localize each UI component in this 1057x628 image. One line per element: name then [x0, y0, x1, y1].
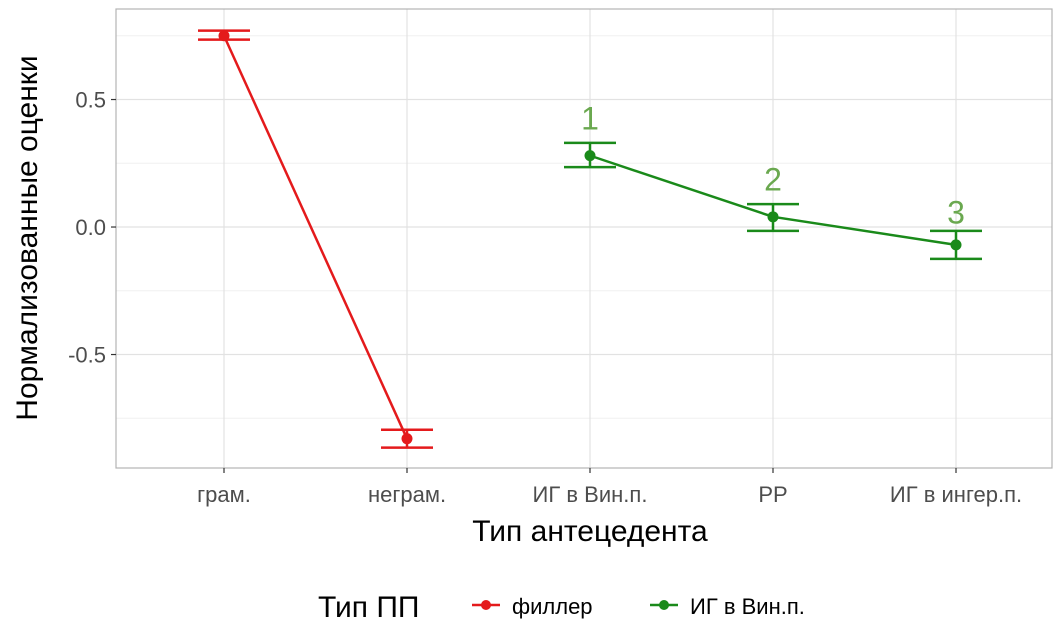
annotation-label: 2 — [764, 162, 782, 198]
data-point — [950, 239, 962, 251]
grid-minor — [116, 35, 1052, 419]
y-tick-label: -0.5 — [68, 343, 106, 368]
series-layer — [198, 29, 982, 449]
y-tick-label: 0.5 — [75, 88, 106, 113]
legend-label: филлер — [512, 594, 593, 619]
annotation-label: 1 — [581, 100, 599, 136]
x-tick-label: ИГ в Вин.п. — [533, 482, 648, 507]
y-tick-label: 0.0 — [75, 215, 106, 240]
series-2 — [564, 141, 982, 261]
x-tick-label: грам. — [197, 482, 251, 507]
data-point — [767, 211, 779, 223]
y-axis-ticks: -0.5 0.0 0.5 — [68, 88, 116, 368]
x-tick-label: неграм. — [368, 482, 446, 507]
series-1 — [198, 29, 433, 449]
grid-major — [116, 9, 1052, 468]
legend-title: Тип ПП — [318, 591, 419, 624]
x-axis-title: Тип антецедента — [472, 515, 708, 548]
x-axis-ticks: грам. неграм. ИГ в Вин.п. PP ИГ в ингер.п. — [197, 468, 1022, 507]
x-tick-label: PP — [758, 482, 787, 507]
annotation-label: 3 — [947, 195, 965, 231]
legend: Тип ПП филлер ИГ в Вин.п. — [318, 591, 805, 624]
data-point — [218, 30, 230, 42]
legend-key-point — [481, 600, 491, 610]
legend-item-filler: филлер — [472, 594, 593, 619]
annotations: 1 2 3 — [581, 100, 965, 230]
x-tick-label: ИГ в ингер.п. — [890, 482, 1022, 507]
data-point — [584, 150, 596, 162]
legend-item-ig-vin: ИГ в Вин.п. — [650, 594, 805, 619]
series-line — [222, 35, 409, 440]
legend-label: ИГ в Вин.п. — [690, 594, 805, 619]
data-point — [401, 433, 413, 445]
panel-border — [115, 8, 1053, 469]
y-axis-title: Нормализованные оценки — [11, 55, 44, 420]
legend-key-point — [659, 600, 669, 610]
